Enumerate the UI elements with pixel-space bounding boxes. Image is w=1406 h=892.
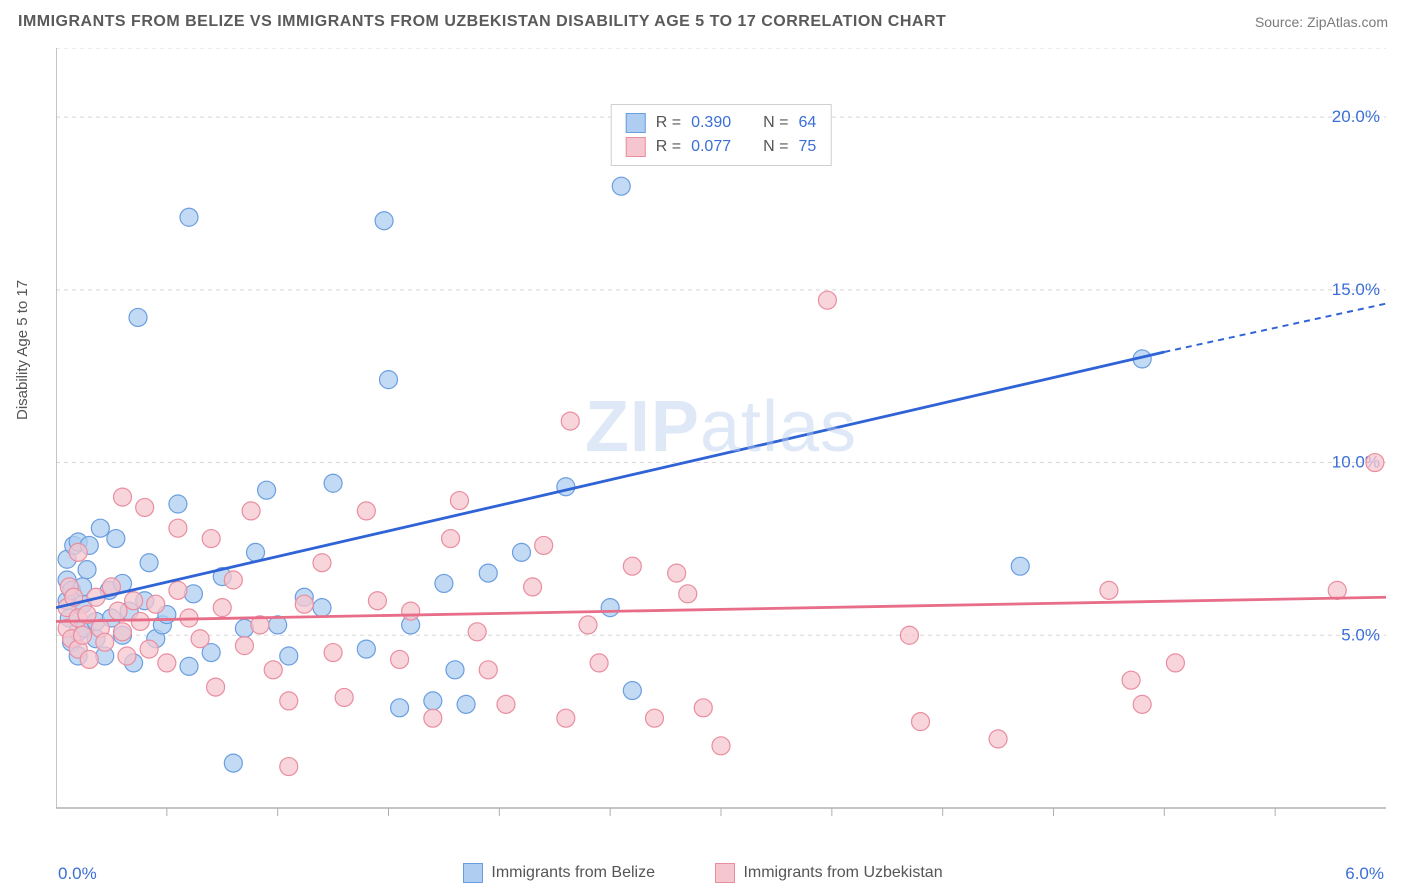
r-value-belize: 0.390 — [691, 114, 731, 132]
r-label: R = — [656, 138, 681, 156]
legend-stats-box: R = 0.390 N = 64 R = 0.077 N = 75 — [611, 104, 832, 166]
legend-label-uzbekistan: Immigrants from Uzbekistan — [743, 864, 942, 882]
y-axis-label: Disability Age 5 to 17 — [14, 280, 31, 420]
swatch-uzbekistan-icon — [715, 863, 735, 883]
legend-item-belize: Immigrants from Belize — [463, 863, 655, 883]
scatter-plot: 5.0%10.0%15.0%20.0% ZIPatlas R = 0.390 N… — [56, 48, 1386, 838]
legend-label-belize: Immigrants from Belize — [491, 864, 655, 882]
swatch-belize-icon — [463, 863, 483, 883]
legend-item-uzbekistan: Immigrants from Uzbekistan — [715, 863, 942, 883]
legend-stats-row-uzbekistan: R = 0.077 N = 75 — [626, 135, 817, 159]
n-value-uzbekistan: 75 — [798, 138, 816, 156]
legend-stats-row-belize: R = 0.390 N = 64 — [626, 111, 817, 135]
chart-svg: 5.0%10.0%15.0%20.0% — [56, 48, 1386, 838]
r-label: R = — [656, 114, 681, 132]
svg-text:15.0%: 15.0% — [1332, 280, 1380, 299]
title-bar: IMMIGRANTS FROM BELIZE VS IMMIGRANTS FRO… — [0, 0, 1406, 44]
svg-text:20.0%: 20.0% — [1332, 107, 1380, 126]
r-value-uzbekistan: 0.077 — [691, 138, 731, 156]
chart-title: IMMIGRANTS FROM BELIZE VS IMMIGRANTS FRO… — [18, 13, 946, 31]
n-label: N = — [763, 114, 788, 132]
swatch-belize — [626, 113, 646, 133]
source-attribution: Source: ZipAtlas.com — [1255, 14, 1388, 30]
legend-bottom: Immigrants from Belize Immigrants from U… — [0, 863, 1406, 888]
swatch-uzbekistan — [626, 137, 646, 157]
svg-text:5.0%: 5.0% — [1341, 625, 1380, 644]
n-label: N = — [763, 138, 788, 156]
n-value-belize: 64 — [798, 114, 816, 132]
